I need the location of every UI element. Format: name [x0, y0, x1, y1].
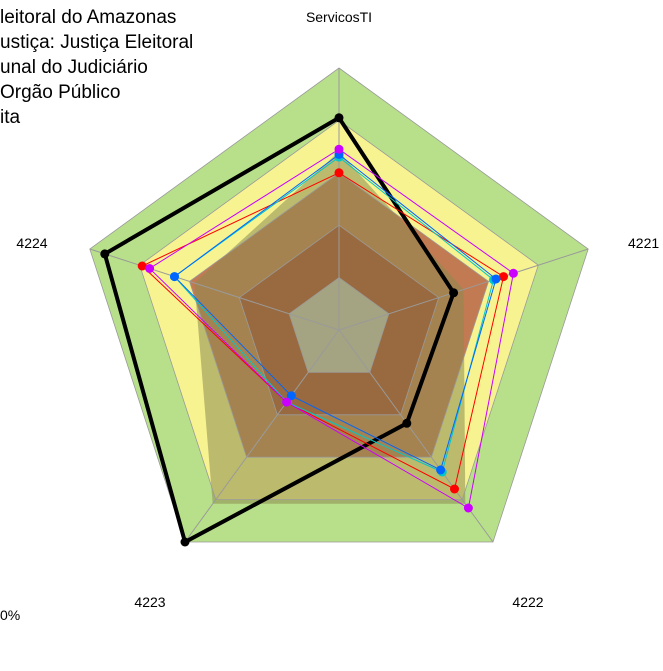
series-1-point-1 [499, 272, 508, 282]
series-0-line [102, 115, 456, 545]
ring-80 [139, 119, 539, 501]
series-4-line [148, 148, 514, 509]
series-4-point-3 [282, 397, 292, 407]
series-4-point-2 [463, 503, 473, 513]
axis-label-3: 4223 [134, 594, 165, 610]
series-3-point-2 [436, 465, 446, 475]
series-4-point-4 [145, 264, 155, 273]
reference-area [194, 151, 466, 504]
series-3-point-3 [286, 391, 296, 401]
legend-entry-1: leitoral do Amazonas [0, 7, 177, 28]
series-3-point-4 [170, 272, 179, 282]
series-0-point-4 [100, 249, 110, 259]
legend-entry-2: ustiça: Justiça Eleitoral [0, 32, 194, 53]
axis-label-1: 4221 [628, 235, 659, 251]
series-0-point-2 [402, 418, 412, 428]
spoke-3 [184, 329, 340, 543]
legend-entry-4: Orgão Público [0, 82, 121, 103]
series-3-line [173, 153, 497, 471]
spoke-1 [338, 248, 589, 331]
ring-100 [89, 67, 589, 543]
series-0-point-1 [449, 288, 459, 298]
legend-entry-5: ita [0, 107, 21, 128]
legend-entry-3: unal do Judiciário [0, 57, 148, 78]
axis-label-2: 4222 [512, 594, 543, 610]
axis-label-0: ServicosTI [306, 9, 372, 25]
spoke-4 [89, 248, 340, 331]
series-4-point-0 [334, 144, 344, 154]
series-1-point-0 [334, 168, 344, 178]
series-0-point-0 [334, 113, 344, 123]
series-0-point-3 [180, 537, 190, 547]
series-1-point-4 [137, 261, 147, 271]
series-1-point-2 [450, 484, 459, 494]
corner-note: 0% [0, 607, 21, 623]
series-3-point-1 [491, 274, 501, 284]
ring-20 [288, 277, 390, 373]
ring-60 [189, 172, 489, 458]
series-1-line [141, 172, 505, 490]
ring-40 [238, 224, 440, 416]
series-4-point-1 [508, 268, 518, 278]
axis-label-4: 4224 [16, 235, 47, 251]
